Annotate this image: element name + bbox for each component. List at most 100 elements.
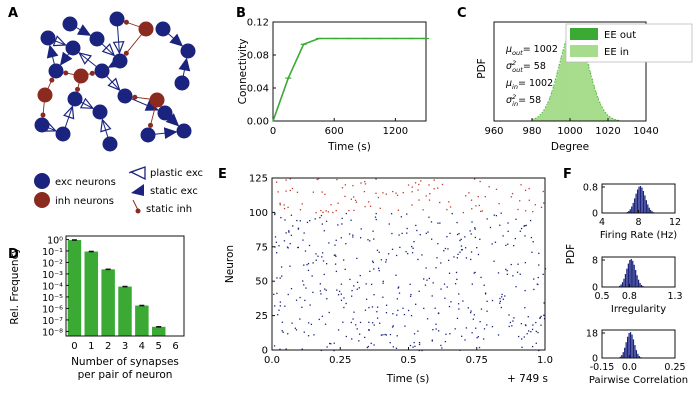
exc-spike bbox=[283, 240, 286, 242]
static-inh-legend-marker bbox=[135, 208, 141, 214]
exc-spike bbox=[325, 220, 328, 222]
x-tick-label: 1000 bbox=[557, 126, 582, 137]
exc-neuron bbox=[109, 11, 125, 27]
inh-spike bbox=[517, 208, 519, 211]
inh-spike bbox=[528, 199, 530, 201]
histogram-bar bbox=[583, 49, 586, 121]
static-exc-synapse-marker bbox=[178, 57, 191, 72]
exc-spike bbox=[334, 263, 337, 265]
exc-spike bbox=[412, 247, 414, 249]
exc-spike bbox=[428, 216, 430, 218]
legend-label-ee-in: EE in bbox=[604, 47, 629, 58]
exc-spike bbox=[443, 283, 446, 285]
exc-spike bbox=[480, 276, 482, 279]
exc-spike bbox=[539, 317, 541, 319]
exc-spike bbox=[404, 325, 406, 327]
exc-spike bbox=[479, 321, 481, 323]
y-axis-label: PDF bbox=[565, 244, 577, 264]
exc-spike bbox=[514, 237, 517, 240]
exc-spike bbox=[418, 290, 420, 292]
x-tick-label: 0 bbox=[270, 126, 276, 137]
exc-spike bbox=[515, 218, 517, 221]
inh-spike bbox=[484, 196, 486, 198]
inh-spike bbox=[542, 190, 544, 193]
exc-spike bbox=[538, 264, 540, 266]
exc-spike bbox=[426, 279, 428, 281]
inh-spike bbox=[332, 211, 334, 214]
histogram-bar bbox=[637, 353, 639, 358]
exc-spike bbox=[369, 240, 371, 242]
exc-spike bbox=[431, 340, 433, 342]
bar bbox=[84, 251, 99, 336]
exc-spike bbox=[524, 289, 526, 292]
histogram-bar bbox=[634, 345, 636, 358]
exc-spike bbox=[281, 321, 284, 323]
exc-spike bbox=[368, 306, 370, 309]
inh-spike bbox=[392, 190, 394, 193]
exc-spike bbox=[515, 286, 517, 288]
exc-spike bbox=[397, 287, 399, 289]
exc-spike bbox=[460, 245, 463, 247]
exc-spike bbox=[395, 254, 398, 257]
histogram-bar bbox=[571, 28, 575, 121]
histogram-bar bbox=[630, 259, 632, 287]
exc-spike bbox=[448, 305, 451, 308]
static-exc-synapse-marker bbox=[163, 127, 178, 140]
exc-spike bbox=[497, 334, 500, 336]
y-tick-label: 10⁻⁶ bbox=[42, 304, 63, 315]
histogram-bar bbox=[637, 279, 640, 287]
legend-label-ee-out: EE out bbox=[604, 30, 636, 41]
inh-spike bbox=[428, 199, 431, 201]
exc-spike bbox=[402, 307, 404, 309]
exc-spike bbox=[499, 297, 501, 300]
exc-spike bbox=[493, 214, 495, 216]
exc-spike bbox=[390, 213, 393, 215]
exc-spike bbox=[444, 247, 447, 250]
exc-spike bbox=[294, 327, 297, 329]
inh-spike bbox=[498, 203, 500, 205]
plot-frame bbox=[601, 256, 676, 288]
exc-neuron bbox=[40, 30, 56, 46]
histogram-bar bbox=[558, 63, 561, 121]
inh-spike bbox=[429, 193, 431, 195]
inh-spike bbox=[510, 196, 513, 198]
exc-spike bbox=[399, 246, 401, 249]
exc-spike bbox=[396, 314, 398, 316]
histogram-bar bbox=[587, 63, 590, 121]
exc-spike bbox=[349, 278, 351, 281]
exc-spike bbox=[417, 258, 419, 261]
x-tick-label: 0.5 bbox=[401, 355, 417, 366]
exc-spike bbox=[432, 282, 434, 284]
x-axis-label: Time (s) bbox=[327, 141, 371, 153]
exc-spike bbox=[382, 280, 384, 282]
exc-spike bbox=[378, 269, 380, 272]
exc-spike bbox=[519, 230, 521, 232]
y-tick-label: 0.8 bbox=[583, 183, 598, 194]
histogram-bar bbox=[628, 210, 630, 213]
inh-spike bbox=[524, 189, 527, 192]
exc-spike bbox=[285, 232, 287, 234]
exc-spike bbox=[334, 244, 336, 246]
exc-spike bbox=[365, 298, 368, 300]
y-axis-label: Rel. Frequency bbox=[9, 247, 21, 324]
histogram-bar bbox=[626, 211, 628, 213]
static-inh-synapse-marker bbox=[89, 70, 95, 76]
histogram-bar bbox=[639, 282, 641, 287]
exc-spike bbox=[318, 318, 320, 321]
exc-spike bbox=[302, 280, 304, 282]
exc-spike bbox=[491, 243, 493, 245]
exc-spike bbox=[368, 329, 370, 331]
exc-spike bbox=[291, 322, 293, 324]
exc-spike bbox=[352, 318, 354, 320]
inh-neuron bbox=[149, 92, 165, 108]
exc-spike bbox=[278, 245, 280, 247]
exc-neuron bbox=[112, 53, 128, 69]
inh-spike bbox=[475, 205, 477, 207]
exc-spike bbox=[435, 267, 437, 269]
inh-spike bbox=[354, 199, 357, 202]
exc-spike bbox=[413, 241, 415, 243]
exc-spike bbox=[532, 324, 534, 326]
exc-spike bbox=[510, 263, 512, 266]
exc-spike bbox=[374, 216, 377, 218]
x-tick-label: 0.5 bbox=[594, 291, 609, 302]
